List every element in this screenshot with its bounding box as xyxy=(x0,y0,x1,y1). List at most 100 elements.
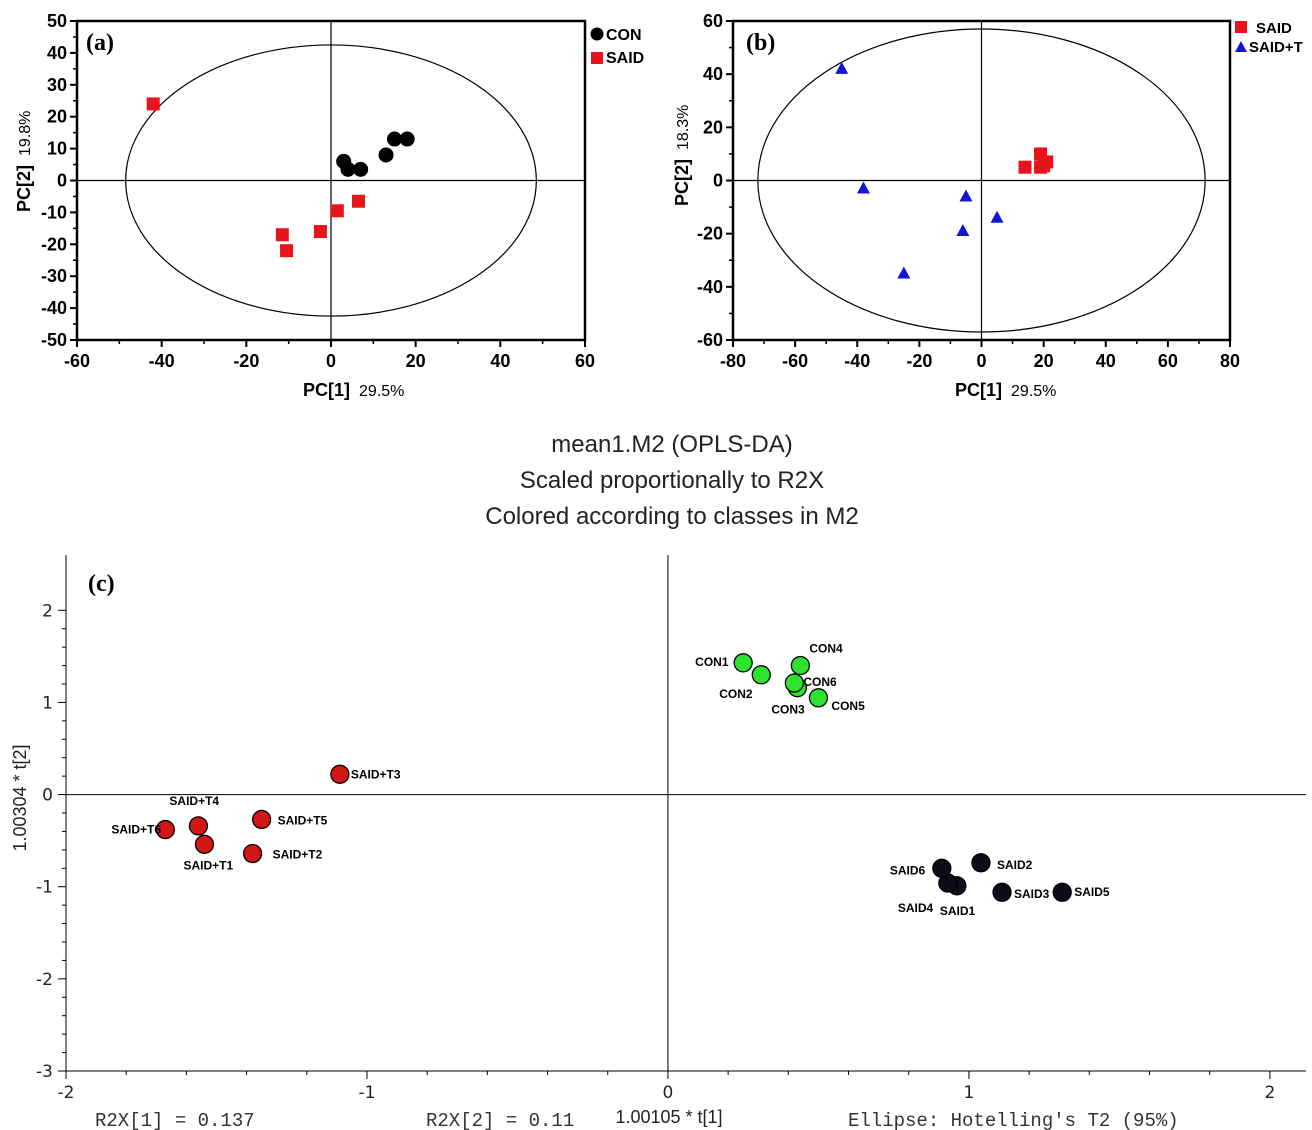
b-x-tick-label: 80 xyxy=(1220,351,1240,371)
panel-b-x-axis-title: PC[1] 29.5% xyxy=(955,380,1056,400)
a-point-con xyxy=(399,131,415,147)
c-point-label-con2: CON2 xyxy=(719,687,753,701)
c-point-said-t-t4 xyxy=(188,816,209,836)
c-x-tick-label: -1 xyxy=(358,1083,375,1103)
legend-label-con: CON xyxy=(606,27,642,44)
a-point-con xyxy=(353,161,369,177)
panel-a-y-axis-name: PC[2] xyxy=(14,165,34,212)
b-point-said-t xyxy=(856,181,870,194)
c-point-said2 xyxy=(971,853,991,873)
a-y-tick-label: 0 xyxy=(57,171,67,191)
a-x-tick-label: -60 xyxy=(64,351,90,371)
a-x-tick-label: 40 xyxy=(490,351,510,371)
c-point-label-said3: SAID3 xyxy=(1014,887,1050,901)
panel-b-points xyxy=(835,61,1054,279)
a-point-said xyxy=(146,97,160,111)
c-point-con4 xyxy=(790,655,811,676)
a-point-said xyxy=(275,228,289,242)
a-point-said xyxy=(280,244,294,258)
c-point-said3 xyxy=(992,882,1012,902)
b-x-tick-label: -60 xyxy=(782,351,808,371)
c-point-label-said1: SAID1 xyxy=(940,904,976,918)
a-y-tick-label: 30 xyxy=(47,75,67,95)
a-y-tick-label: -50 xyxy=(41,330,67,350)
c-x-tick-label: 1 xyxy=(963,1083,974,1103)
panel-a-ellipse xyxy=(125,44,537,317)
a-y-tick-label: 50 xyxy=(47,11,67,31)
panel-c-title-line-2: Scaled proportionally to R2X xyxy=(520,467,824,494)
c-y-tick-label: -3 xyxy=(36,1062,53,1082)
legend-label-said: SAID xyxy=(606,50,644,67)
panel-b-y-axis-pct: 18.3% xyxy=(675,105,692,150)
b-point-said-t xyxy=(990,210,1004,223)
legend-marker-said-t xyxy=(1235,41,1247,52)
a-y-tick-label: -40 xyxy=(41,298,67,318)
panel-a-x-axis-title: PC[1] 29.5% xyxy=(303,380,404,400)
c-y-tick-label: 1 xyxy=(42,693,53,713)
a-point-said xyxy=(330,204,344,218)
c-point-said-t-t2 xyxy=(242,843,263,864)
c-point-label-said2: SAID2 xyxy=(997,858,1033,872)
a-x-tick-label: 0 xyxy=(326,351,336,371)
panel-b-legend: SAID SAID+T xyxy=(1235,20,1303,56)
c-y-tick-label: 0 xyxy=(42,786,53,806)
a-point-said xyxy=(352,194,366,208)
c-point-said-t-t3 xyxy=(330,764,350,784)
a-y-tick-label: 40 xyxy=(47,43,67,63)
b-y-tick-label: 0 xyxy=(713,171,723,191)
c-point-said-t-t5 xyxy=(251,809,272,830)
c-point-label-said-t-t1: SAID+T1 xyxy=(183,858,233,872)
b-point-said-t xyxy=(956,224,970,237)
c-point-con2 xyxy=(751,665,771,685)
panel-a-pca-plot: -60 -40 -20 0 20 40 60 -50 -40 -30 -20 -10 0 10 20 30 40… xyxy=(14,11,644,400)
c-point-label-con3: CON3 xyxy=(771,703,805,717)
c-point-label-said-t-t2: SAID+T2 xyxy=(273,848,323,862)
panel-b-y-axis-title: PC[2] 18.3% xyxy=(672,105,692,206)
legend-label-said-b: SAID xyxy=(1256,20,1292,37)
panel-c-title-line-1: mean1.M2 (OPLS-DA) xyxy=(551,431,792,458)
c-point-con5 xyxy=(808,688,829,708)
c-point-said-t-t6 xyxy=(155,819,175,840)
b-point-said-t xyxy=(897,266,911,279)
b-y-tick-label: -20 xyxy=(697,224,723,244)
c-y-tick-label: -1 xyxy=(36,878,53,898)
c-point-label-con5: CON5 xyxy=(831,699,865,713)
c-point-con6 xyxy=(784,673,804,693)
c-point-label-con4: CON4 xyxy=(809,642,843,656)
a-confidence-ellipse xyxy=(125,44,537,317)
c-point-label-con6: CON6 xyxy=(803,675,837,689)
a-point-con xyxy=(387,131,402,147)
panel-a-points xyxy=(146,97,415,258)
panel-a-x-axis-pct: 29.5% xyxy=(359,383,404,400)
c-point-label-con1: CON1 xyxy=(695,655,729,669)
b-y-tick-label: -60 xyxy=(697,330,723,350)
b-x-tick-label: 60 xyxy=(1158,351,1178,371)
c-point-label-said-t-t4: SAID+T4 xyxy=(169,794,219,808)
panel-b-y-axis-name: PC[2] xyxy=(672,159,692,206)
panel-b-ellipse xyxy=(757,28,1206,333)
b-x-tick-label: 20 xyxy=(1034,351,1054,371)
footer-r2x1: R2X[1] = 0.137 xyxy=(95,1110,255,1130)
b-x-tick-label: -40 xyxy=(844,351,870,371)
legend-marker-said xyxy=(591,52,603,64)
c-point-label-said-t-t3: SAID+T3 xyxy=(351,767,401,781)
c-point-con1 xyxy=(733,653,753,673)
panel-b-label: (b) xyxy=(746,30,775,56)
a-x-tick-label: 20 xyxy=(406,351,426,371)
b-y-tick-label: -40 xyxy=(697,277,723,297)
b-x-tick-label: 0 xyxy=(976,351,986,371)
legend-label-said-t: SAID+T xyxy=(1249,39,1303,56)
c-x-tick-label: 0 xyxy=(663,1083,674,1103)
legend-marker-said-b xyxy=(1235,21,1247,33)
b-point-said-t xyxy=(959,189,973,202)
b-y-tick-label: 20 xyxy=(703,117,723,137)
panel-b-x-axis-name: PC[1] xyxy=(955,380,1002,400)
panel-c-y-axis-title: 1.00304 * t[2] xyxy=(10,744,30,851)
c-point-label-said5: SAID5 xyxy=(1074,885,1110,899)
panel-a-x-axis-name: PC[1] xyxy=(303,380,350,400)
a-x-tick-label: 60 xyxy=(575,351,595,371)
b-y-tick-label: 40 xyxy=(703,64,723,84)
c-point-said6 xyxy=(932,858,952,878)
